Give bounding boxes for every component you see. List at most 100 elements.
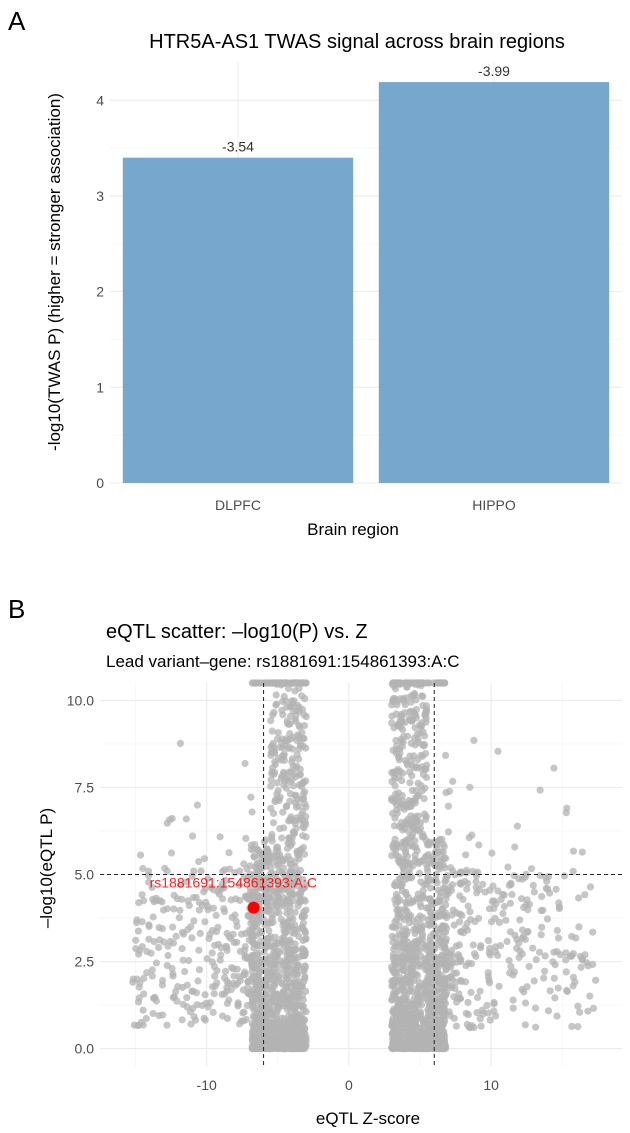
scatter-point: [411, 813, 419, 821]
scatter-x-axis-title: eQTL Z-score: [316, 1109, 420, 1128]
scatter-point: [241, 943, 249, 951]
scatter-point: [169, 939, 178, 947]
scatter-point: [442, 956, 451, 964]
scatter-point: [506, 969, 514, 977]
scatter-point: [589, 960, 597, 969]
scatter-point: [429, 916, 437, 924]
scatter-point: [267, 782, 275, 790]
scatter-point: [474, 868, 482, 876]
scatter-point: [223, 1014, 232, 1023]
scatter-point: [286, 778, 294, 786]
scatter-point: [400, 1045, 408, 1053]
scatter-point: [397, 679, 405, 687]
scatter-point: [228, 964, 236, 972]
scatter-point: [216, 956, 224, 964]
scatter-point: [268, 837, 276, 845]
scatter-point: [540, 974, 548, 982]
scatter-point: [301, 929, 310, 937]
scatter-point: [274, 729, 282, 737]
scatter-point: [486, 951, 494, 959]
bar-chart-y-tick-label: 1: [96, 379, 104, 395]
scatter-point: [196, 929, 204, 938]
scatter-point: [272, 975, 280, 983]
scatter-point: [535, 948, 544, 956]
scatter-point: [268, 1011, 276, 1019]
scatter-point: [287, 1008, 295, 1016]
scatter-point: [578, 848, 586, 856]
scatter-point: [408, 717, 416, 725]
scatter-point: [569, 982, 577, 990]
scatter-point: [389, 981, 397, 989]
scatter-point: [302, 803, 310, 811]
scatter-point: [272, 691, 280, 699]
bar-chart-y-tick-label: 2: [96, 284, 104, 300]
scatter-point: [135, 1021, 143, 1029]
scatter-point: [448, 982, 456, 990]
scatter-point: [173, 997, 181, 1005]
scatter-point: [388, 932, 396, 940]
scatter-point: [466, 908, 474, 916]
scatter-point: [391, 961, 399, 969]
scatter-point: [552, 885, 560, 893]
panel-label-b: B: [8, 594, 25, 624]
scatter-point: [462, 851, 470, 859]
scatter-point: [494, 951, 502, 960]
scatter-x-tick-label: -10: [197, 1077, 217, 1093]
scatter-point: [267, 717, 275, 725]
scatter-point: [463, 885, 471, 893]
scatter-point: [287, 860, 295, 868]
scatter-point: [404, 1030, 412, 1038]
scatter-point: [434, 848, 442, 856]
scatter-point: [254, 846, 262, 854]
scatter-point: [260, 959, 268, 967]
scatter-point: [299, 919, 307, 927]
scatter-point: [477, 942, 485, 950]
scatter-point: [260, 895, 268, 903]
scatter-point: [292, 791, 300, 799]
scatter-point: [521, 999, 530, 1007]
scatter-point: [395, 996, 403, 1004]
scatter-point: [409, 940, 417, 948]
scatter-point: [295, 755, 303, 763]
scatter-point: [389, 1040, 397, 1048]
scatter-point: [434, 1016, 442, 1024]
scatter-point: [406, 865, 414, 873]
scatter-point: [413, 826, 422, 834]
scatter-point: [426, 949, 434, 957]
scatter-point: [443, 989, 451, 997]
scatter-point: [440, 1015, 448, 1023]
scatter-point: [449, 867, 457, 875]
scatter-point: [530, 888, 538, 896]
scatter-point: [476, 1015, 484, 1023]
scatter-point: [464, 959, 473, 967]
scatter-point: [396, 720, 404, 728]
scatter-y-tick-label: 10.0: [67, 692, 94, 708]
scatter-point: [416, 1044, 424, 1053]
scatter-point: [290, 891, 298, 899]
scatter-point: [278, 980, 286, 988]
scatter-point: [166, 816, 174, 824]
scatter-point: [182, 815, 190, 823]
scatter-point: [294, 848, 302, 857]
scatter-point: [499, 909, 507, 918]
scatter-point: [297, 896, 305, 904]
scatter-point: [390, 694, 398, 703]
scatter-point: [139, 864, 147, 873]
scatter-point: [301, 695, 309, 703]
scatter-point: [397, 737, 405, 746]
scatter-point: [446, 884, 454, 892]
scatter-y-tick-label: 0.0: [75, 1041, 95, 1057]
scatter-point: [473, 1009, 481, 1017]
scatter-point: [257, 927, 265, 936]
scatter-point: [554, 984, 562, 992]
scatter-point: [200, 888, 208, 896]
scatter-point: [399, 800, 407, 809]
scatter-point: [416, 1011, 424, 1019]
scatter-point: [457, 869, 465, 878]
scatter-point: [453, 958, 461, 966]
scatter-point: [418, 787, 426, 795]
scatter-point: [220, 908, 229, 916]
scatter-point: [183, 878, 191, 886]
scatter-point: [388, 1017, 397, 1025]
